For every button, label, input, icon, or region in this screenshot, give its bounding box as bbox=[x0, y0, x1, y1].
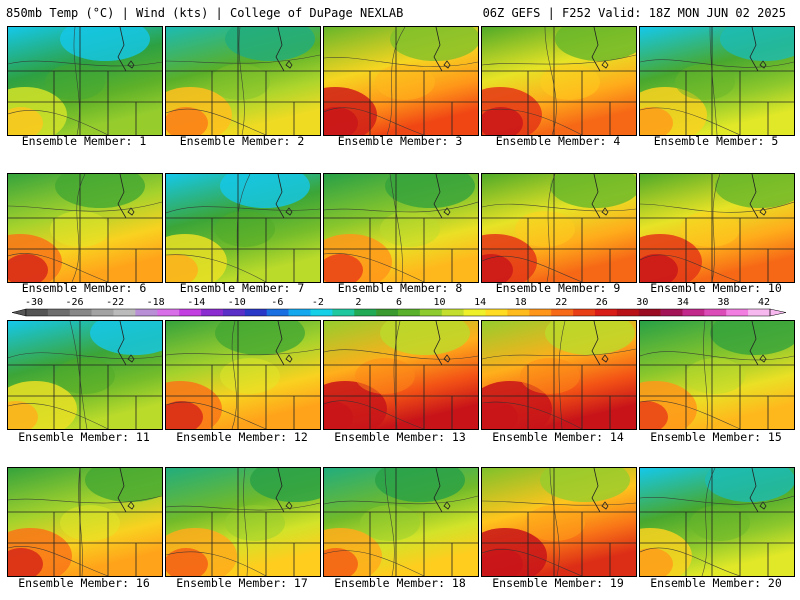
colorbar-tick-label: -30 bbox=[24, 297, 44, 308]
colorbar-tick-label: -2 bbox=[311, 297, 324, 308]
member-map-panel bbox=[323, 320, 479, 430]
member-map-panel bbox=[7, 320, 163, 430]
member-map-panel bbox=[639, 320, 795, 430]
model-run-info: 06Z GEFS | F252 Valid: 18Z MON JUN 02 20… bbox=[482, 6, 786, 20]
member-map-panel bbox=[7, 26, 163, 136]
member-map-panel bbox=[165, 467, 321, 577]
ensemble-member-label: Ensemble Member: 6 bbox=[21, 281, 147, 295]
ensemble-member-label: Ensemble Member: 4 bbox=[495, 134, 621, 148]
ensemble-member-label: Ensemble Member: 20 bbox=[650, 576, 782, 590]
colorbar-tick-label: 34 bbox=[676, 297, 689, 308]
colorbar-tick-label: 26 bbox=[595, 297, 608, 308]
colorbar-tick-label: -14 bbox=[187, 297, 206, 308]
member-map-panel bbox=[323, 26, 479, 136]
colorbar-tick-label: 18 bbox=[514, 297, 527, 308]
colorbar-tick-label: 38 bbox=[717, 297, 730, 308]
member-map-panel bbox=[323, 467, 479, 577]
ensemble-member-label: Ensemble Member: 2 bbox=[179, 134, 305, 148]
ensemble-member-label: Ensemble Member: 5 bbox=[653, 134, 779, 148]
ensemble-member-label: Ensemble Member: 13 bbox=[334, 430, 466, 444]
colorbar-tick-label: -18 bbox=[146, 297, 165, 308]
ensemble-member-label: Ensemble Member: 11 bbox=[18, 430, 150, 444]
member-map-panel bbox=[639, 26, 795, 136]
map-title: 850mb Temp (°C) | Wind (kts) | College o… bbox=[6, 6, 404, 20]
ensemble-member-label: Ensemble Member: 15 bbox=[650, 430, 782, 444]
colorbar-tick-label: 2 bbox=[355, 297, 362, 308]
colorbar-tick-label: -22 bbox=[106, 297, 125, 308]
temperature-colorbar bbox=[11, 308, 787, 317]
colorbar-tick-label: 22 bbox=[555, 297, 568, 308]
member-map-panel bbox=[481, 26, 637, 136]
ensemble-member-label: Ensemble Member: 1 bbox=[21, 134, 147, 148]
ensemble-member-label: Ensemble Member: 8 bbox=[337, 281, 463, 295]
member-map-panel bbox=[481, 467, 637, 577]
ensemble-member-label: Ensemble Member: 14 bbox=[492, 430, 624, 444]
ensemble-member-label: Ensemble Member: 19 bbox=[492, 576, 624, 590]
member-map-panel bbox=[323, 173, 479, 283]
colorbar-tick-label: -26 bbox=[65, 297, 84, 308]
member-map-panel bbox=[165, 26, 321, 136]
colorbar-tick-label: 42 bbox=[757, 297, 771, 308]
ensemble-member-label: Ensemble Member: 17 bbox=[176, 576, 308, 590]
colorbar-tick-label: 6 bbox=[395, 297, 403, 308]
member-map-panel bbox=[7, 467, 163, 577]
ensemble-member-label: Ensemble Member: 16 bbox=[18, 576, 150, 590]
colorbar-tick-label: -10 bbox=[227, 297, 246, 308]
member-map-panel bbox=[481, 173, 637, 283]
member-map-panel bbox=[165, 320, 321, 430]
colorbar-tick-label: 30 bbox=[636, 297, 649, 308]
colorbar-tick-label: 10 bbox=[433, 297, 446, 308]
ensemble-member-label: Ensemble Member: 9 bbox=[495, 281, 621, 295]
member-map-panel bbox=[481, 320, 637, 430]
ensemble-member-label: Ensemble Member: 10 bbox=[650, 281, 782, 295]
member-map-panel bbox=[639, 173, 795, 283]
ensemble-member-label: Ensemble Member: 3 bbox=[337, 134, 463, 148]
ensemble-member-label: Ensemble Member: 12 bbox=[176, 430, 308, 444]
member-map-panel bbox=[639, 467, 795, 577]
ensemble-member-label: Ensemble Member: 18 bbox=[334, 576, 466, 590]
ensemble-member-label: Ensemble Member: 7 bbox=[179, 281, 305, 295]
colorbar-tick-label: 14 bbox=[474, 297, 487, 308]
member-map-panel bbox=[7, 173, 163, 283]
colorbar-tick-label: -6 bbox=[271, 297, 284, 308]
member-map-panel bbox=[165, 173, 321, 283]
